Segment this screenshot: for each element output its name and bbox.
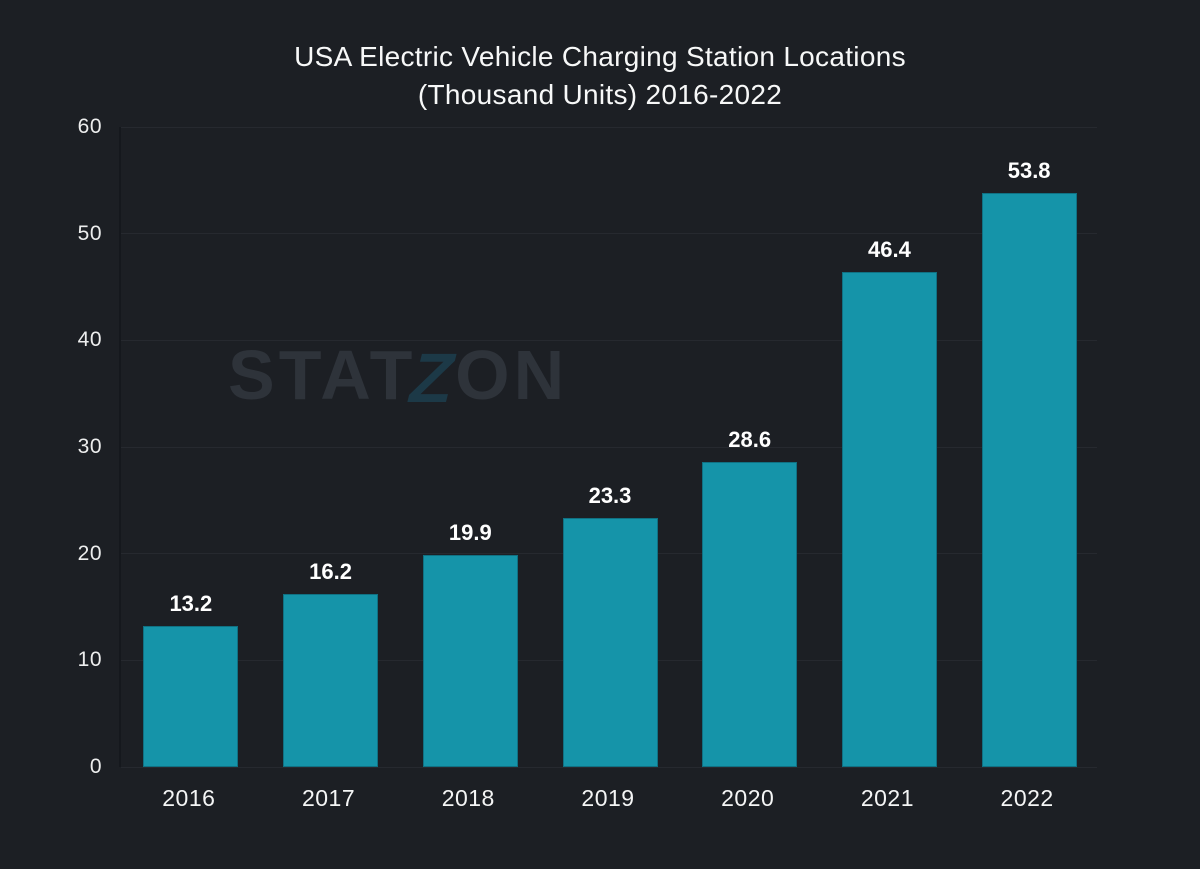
- gridline-50: [121, 233, 1097, 235]
- chart-title-line2: (Thousand Units) 2016-2022: [417, 79, 783, 110]
- gridline-60: [121, 126, 1097, 128]
- bar-2021: [841, 272, 937, 767]
- y-tick-label-30: 30: [77, 435, 102, 458]
- bar-2018: [422, 554, 518, 767]
- chart-title-line1: USA Electric Vehicle Charging Station Lo…: [294, 41, 906, 72]
- y-tick-label-0: 0: [89, 755, 102, 778]
- watermark-text-post: ON: [455, 336, 569, 414]
- y-tick-label-20: 20: [77, 541, 102, 565]
- plot-area: 13.2 16.2 19.9 23.3 28.6 46.4 53.8: [119, 126, 1097, 768]
- chart-title: USA Electric Vehicle Charging Station Lo…: [0, 38, 1200, 114]
- watermark-text-pre: STAT: [228, 336, 417, 414]
- bar-2019: [562, 518, 658, 767]
- x-tick-label-2017: 2017: [301, 785, 356, 811]
- value-label-2020: 28.6: [728, 426, 772, 452]
- x-tick-label-2018: 2018: [441, 785, 495, 811]
- value-label-2017: 16.2: [309, 559, 352, 585]
- bar-2022: [981, 193, 1077, 767]
- gridline-30: [121, 446, 1097, 448]
- gridline-40: [121, 339, 1097, 341]
- x-tick-label-2021: 2021: [860, 785, 914, 811]
- value-label-2021: 46.4: [868, 237, 911, 263]
- x-tick-label-2016: 2016: [162, 785, 216, 811]
- y-tick-label-40: 40: [77, 328, 102, 352]
- value-label-2019: 23.3: [588, 483, 632, 509]
- x-tick-label-2019: 2019: [581, 785, 635, 811]
- gridline-0: [121, 766, 1097, 768]
- value-label-2016: 13.2: [169, 591, 213, 617]
- bar-2016: [143, 626, 239, 767]
- x-tick-label-2022: 2022: [1000, 785, 1054, 811]
- y-tick-label-60: 60: [77, 115, 102, 138]
- statzon-watermark-logo: STATZON: [228, 339, 568, 417]
- x-tick-label-2020: 2020: [721, 785, 775, 811]
- value-label-2022: 53.8: [1007, 158, 1051, 184]
- y-tick-label-10: 10: [77, 648, 102, 672]
- bar-2020: [702, 461, 798, 767]
- bar-2017: [283, 594, 379, 767]
- value-label-2018: 19.9: [448, 519, 492, 545]
- y-tick-label-50: 50: [77, 221, 102, 245]
